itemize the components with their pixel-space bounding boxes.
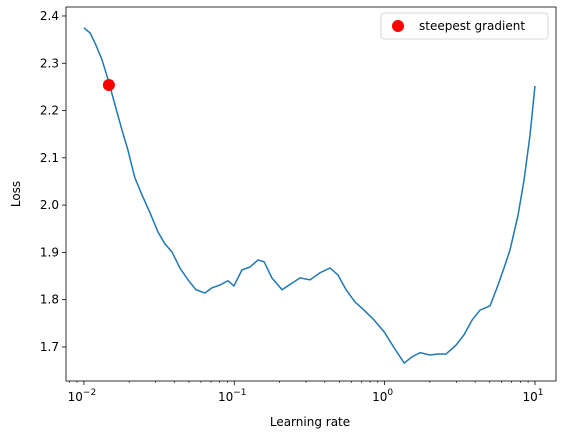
legend-label: steepest gradient	[419, 19, 525, 33]
steepest-point	[102, 79, 115, 92]
legend-box	[380, 12, 549, 40]
y-tick-label: 1.8	[40, 293, 59, 307]
x-tick-exponent: 1	[538, 388, 544, 398]
x-tick-exponent: −2	[83, 388, 96, 398]
legend-marker	[392, 20, 404, 32]
y-axis-label: Loss	[9, 181, 23, 207]
y-tick-label: 2.0	[40, 198, 59, 212]
x-tick-base: 10	[522, 390, 537, 404]
y-tick-label: 2.1	[40, 151, 59, 165]
x-tick-base: 10	[372, 390, 387, 404]
y-tick-label: 1.7	[40, 340, 59, 354]
x-tick-exponent: −1	[233, 388, 246, 398]
y-tick-label: 2.2	[40, 104, 59, 118]
x-tick-label: 100	[372, 388, 393, 404]
x-tick-base: 10	[68, 390, 83, 404]
x-tick-label: 101	[522, 388, 543, 404]
x-tick-label: 10−2	[68, 388, 97, 404]
y-tick-label: 2.4	[40, 9, 59, 23]
plot-frame	[65, 6, 557, 382]
loss-line	[83, 27, 536, 365]
x-axis-label: Learning rate	[270, 415, 350, 429]
y-tick-label: 2.3	[40, 56, 59, 70]
x-tick-exponent: 0	[387, 388, 393, 398]
y-tick-label: 1.9	[40, 245, 59, 259]
x-tick-label: 10−1	[218, 388, 247, 404]
x-tick-base: 10	[218, 390, 233, 404]
